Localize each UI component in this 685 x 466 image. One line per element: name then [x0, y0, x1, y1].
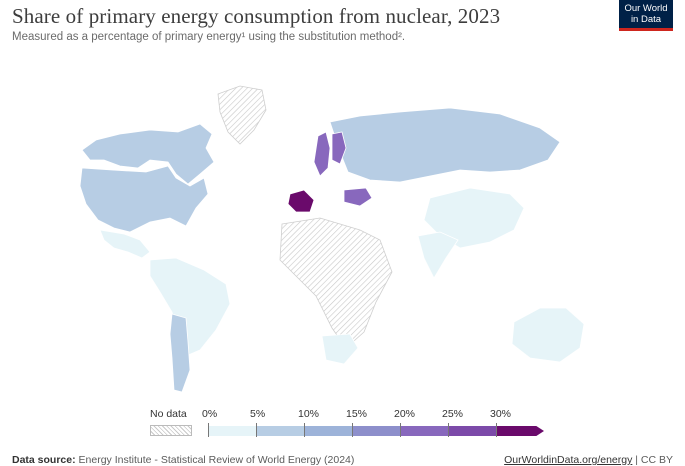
legend-tick-label: 15% [346, 408, 368, 420]
legend-no-data-label: No data [150, 408, 187, 420]
region-russia[interactable]: Russia [329, 107, 561, 183]
legend-tick-label: 0% [202, 408, 218, 420]
region-canada[interactable]: Canada [81, 123, 215, 185]
region-sweden[interactable]: Sweden [313, 131, 331, 177]
legend-bin[interactable] [400, 426, 448, 436]
world-map[interactable]: CanadaUnited StatesGreenlandMexicoSouth … [0, 52, 685, 402]
region-argentina[interactable]: Argentina [169, 313, 191, 393]
legend-tick-label: 20% [394, 408, 416, 420]
logo-line-2: in Data [630, 13, 662, 25]
logo-line-1: Our World [624, 3, 668, 14]
region-australia[interactable]: Australia [511, 307, 585, 363]
owid-logo[interactable]: Our World in Data [619, 0, 673, 31]
region-south-africa[interactable]: South Africa [321, 333, 359, 365]
region-india[interactable]: India [417, 231, 459, 279]
legend-bin[interactable] [256, 426, 304, 436]
legend-tick-mark [352, 423, 353, 437]
legend-tick-mark [256, 423, 257, 437]
legend-tick-mark [496, 423, 497, 437]
legend-tick-label: 25% [442, 408, 464, 420]
region-finland[interactable]: Finland [331, 131, 347, 165]
legend-bin[interactable] [304, 426, 352, 436]
legend-bin[interactable] [448, 426, 496, 436]
region-mexico[interactable]: Mexico [99, 229, 151, 259]
data-source: Data source: Energy Institute - Statisti… [12, 454, 354, 466]
region-china[interactable]: China [423, 187, 525, 249]
legend-tick-label: 5% [250, 408, 266, 420]
chart-subtitle: Measured as a percentage of primary ener… [12, 31, 406, 43]
legend-bin[interactable] [496, 426, 544, 436]
url-link[interactable]: OurWorldinData.org/energy [504, 454, 633, 466]
region-africa[interactable]: Africa [279, 217, 393, 349]
legend-bin[interactable] [352, 426, 400, 436]
legend-tick-label: 30% [490, 408, 512, 420]
legend-no-data-swatch [150, 425, 192, 436]
chart-title: Share of primary energy consumption from… [12, 4, 501, 28]
legend-tick-label: 10% [298, 408, 320, 420]
region-france[interactable]: France [287, 189, 315, 213]
legend-bin[interactable] [208, 426, 256, 436]
legend-tick-mark [448, 423, 449, 437]
region-ukraine[interactable]: Ukraine [343, 187, 373, 207]
legend-tick-mark [208, 423, 209, 437]
source-text: Energy Institute - Statistical Review of… [78, 454, 355, 466]
region-united-states[interactable]: United States [79, 165, 209, 233]
legend-tick-mark [304, 423, 305, 437]
footer-link[interactable]: OurWorldinData.org/energy | CC BY [504, 454, 673, 466]
license-text: | CC BY [632, 454, 673, 466]
region-greenland[interactable]: Greenland [217, 85, 267, 145]
source-label: Data source: [12, 454, 76, 466]
legend-tick-mark [400, 423, 401, 437]
map-legend: No data 0% 5% 10% 15% 20% 25% 30% [150, 408, 560, 444]
region-south-america[interactable]: South America [149, 257, 231, 357]
